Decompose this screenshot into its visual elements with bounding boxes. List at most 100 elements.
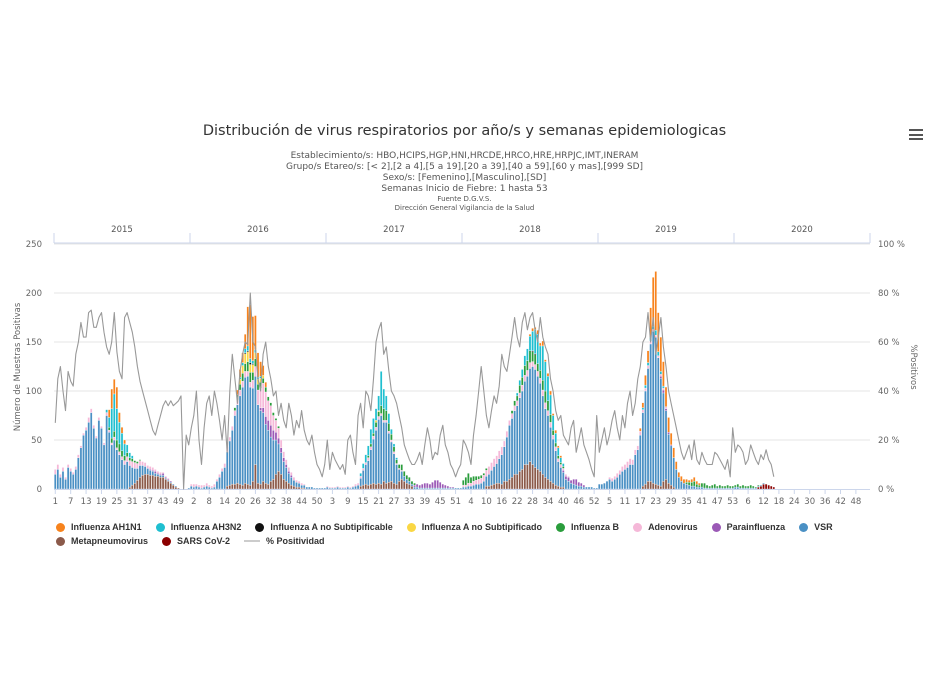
- bar-influenza-b: [277, 426, 280, 429]
- bar-vsr: [261, 412, 265, 482]
- legend-item-adenovirus[interactable]: Adenovirus: [633, 520, 698, 534]
- legend-item-parainfluenza[interactable]: Parainfluenza: [711, 520, 785, 534]
- bar-influenza-a-no-subtipificado: [374, 420, 378, 423]
- bar-vsr: [680, 481, 683, 490]
- bar-metapneumovirus: [523, 464, 527, 490]
- bar-influenza-a-no-subtipificado: [261, 375, 265, 379]
- bar-influenza-b: [269, 402, 273, 406]
- bar-influenza-b: [559, 462, 562, 465]
- bar-influenza-a-no-subtipificado: [243, 353, 247, 364]
- bar-influenza-b: [536, 363, 539, 372]
- bar-adenovirus: [243, 371, 247, 378]
- bar-vsr: [320, 487, 324, 490]
- legend-item-metapneumovirus[interactable]: Metapneumovirus: [56, 534, 148, 548]
- x-tick-label: 33: [404, 497, 415, 507]
- bar-parainfluenza: [436, 480, 439, 489]
- bar-influenza-b: [531, 351, 534, 362]
- bar-adenovirus: [490, 462, 493, 471]
- bar-vsr: [472, 484, 475, 490]
- bar-vsr: [518, 397, 521, 472]
- bar-influenza-ah1n1: [659, 336, 663, 372]
- bar-metapneumovirus: [503, 481, 506, 490]
- bar-adenovirus: [300, 482, 303, 486]
- bar-adenovirus: [256, 389, 260, 405]
- bar-adenovirus: [74, 466, 77, 470]
- bar-influenza-ah3n2: [646, 362, 650, 366]
- bar-adenovirus: [498, 450, 501, 459]
- bar-adenovirus: [385, 420, 388, 423]
- bar-metapneumovirus: [405, 482, 409, 490]
- bar-adenovirus: [277, 428, 280, 439]
- bar-adenovirus: [254, 366, 257, 377]
- bar-adenovirus: [115, 447, 119, 450]
- bar-adenovirus: [208, 484, 211, 488]
- bar-influenza-b: [736, 483, 740, 488]
- x-tick-label: 15: [358, 497, 369, 507]
- bar-influenza-ah1n1: [644, 375, 647, 386]
- bar-influenza-ah1n1: [115, 386, 119, 409]
- bar-adenovirus: [192, 483, 196, 488]
- chart-title: Distribución de virus respiratorios por …: [202, 123, 727, 139]
- bar-influenza-b: [387, 423, 391, 432]
- legend-item-influenza-a-no-subtipificable[interactable]: Influenza A no Subtipificable: [255, 520, 393, 534]
- x-tick-label: 8: [207, 497, 212, 507]
- bar-metapneumovirus: [269, 481, 273, 490]
- bar-vsr: [657, 357, 660, 486]
- bar-adenovirus: [100, 426, 103, 429]
- bar-adenovirus: [518, 392, 521, 399]
- bar-adenovirus: [241, 381, 244, 388]
- bar-adenovirus: [503, 440, 506, 448]
- bar-vsr: [213, 486, 216, 490]
- bar-parainfluenza: [428, 483, 432, 489]
- bar-vsr: [546, 415, 550, 480]
- bar-vsr: [654, 336, 657, 485]
- bar-vsr: [569, 482, 573, 490]
- legend-item-sars-cov-2[interactable]: SARS CoV-2: [162, 534, 230, 548]
- bar-metapneumovirus: [518, 471, 521, 490]
- bar-adenovirus: [513, 405, 516, 411]
- x-tick-label: 45: [435, 497, 446, 507]
- bar-vsr: [72, 474, 75, 490]
- legend-item-influenza-b[interactable]: Influenza B: [556, 520, 619, 534]
- legend-item-influenza-ah1n1[interactable]: Influenza AH1N1: [56, 520, 142, 534]
- bar-adenovirus: [528, 362, 532, 369]
- bar-influenza-b: [480, 475, 483, 479]
- bar-vsr: [592, 487, 596, 490]
- bar-adenovirus: [141, 461, 144, 466]
- bar-influenza-b: [533, 354, 537, 365]
- bar-adenovirus: [110, 442, 113, 446]
- bar-metapneumovirus: [513, 474, 516, 490]
- legend-item-vsr[interactable]: VSR: [799, 520, 833, 534]
- hamburger-menu-icon[interactable]: [909, 129, 923, 141]
- bar-adenovirus: [279, 439, 283, 448]
- bar-influenza-b: [731, 485, 734, 489]
- bar-vsr: [603, 482, 606, 490]
- legend-item-influenza-a-no-subtipificado[interactable]: Influenza A no Subtipificado: [406, 520, 542, 534]
- bar-adenovirus: [610, 478, 614, 482]
- bar-adenovirus: [474, 480, 478, 485]
- bar-parainfluenza: [451, 486, 455, 489]
- bar-influenza-ah1n1: [107, 409, 111, 418]
- bar-adenovirus: [659, 374, 663, 377]
- bar-influenza-b: [721, 485, 724, 489]
- bar-metapneumovirus: [238, 483, 242, 490]
- bar-vsr: [82, 434, 85, 490]
- bar-metapneumovirus: [515, 474, 519, 490]
- bar-influenza-ah3n2: [390, 429, 393, 435]
- bar-adenovirus: [662, 387, 665, 391]
- bar-influenza-b: [113, 431, 116, 438]
- bar-adenovirus: [69, 468, 72, 472]
- bar-influenza-b: [700, 482, 704, 488]
- bar-vsr: [539, 383, 542, 472]
- bar-influenza-a-no-subtipificable: [249, 362, 252, 365]
- bar-metapneumovirus: [667, 482, 670, 490]
- legend-item-positividad[interactable]: % Positividad: [244, 534, 325, 548]
- bar-metapneumovirus: [369, 483, 373, 490]
- legend-item-influenza-ah3n2[interactable]: Influenza AH3N2: [155, 520, 241, 534]
- bar-influenza-ah1n1: [672, 447, 675, 458]
- bar-parainfluenza: [667, 432, 670, 435]
- bar-adenovirus: [657, 355, 660, 358]
- bar-vsr: [618, 474, 621, 490]
- y2-tick-label: 60 %: [878, 338, 900, 348]
- bar-vsr: [580, 485, 583, 490]
